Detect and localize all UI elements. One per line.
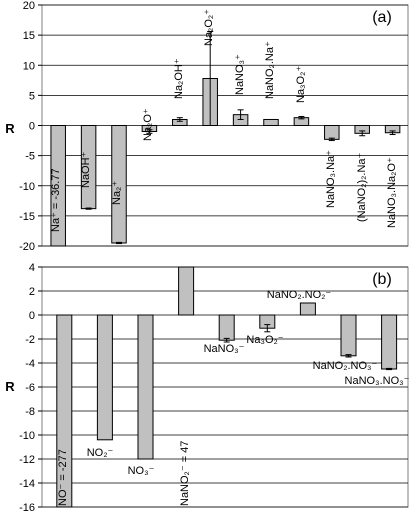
bar-label: Na₃O₂⁻	[246, 334, 283, 346]
panel-label: (a)	[372, 9, 392, 26]
bar-label: Na₂OH⁺	[173, 58, 185, 99]
bar-label: NO⁻ = -277	[57, 449, 69, 506]
y-tick-label: 5	[29, 90, 35, 102]
panel-label: (b)	[372, 271, 392, 288]
bar-label: NaNO₂.NO₃⁻	[313, 360, 378, 372]
bar	[324, 125, 340, 140]
bar-label: NaOH⁺	[80, 151, 92, 188]
bar-label: (NaNO₂)₂.Na⁺	[356, 152, 368, 222]
y-tick-label: 4	[29, 262, 35, 274]
y-tick-label: -10	[19, 181, 35, 193]
chart-panel: 20 15 10 5 0 -5 -10 -15 -20 Na⁺ = -36.77 NaOH⁺ Na₂⁺…	[5, 0, 409, 253]
y-tick-label: 20	[23, 0, 35, 12]
bar-label: NaNO₂.Na⁺	[264, 41, 276, 99]
y-tick-label: -10	[19, 430, 35, 442]
y-tick-label: -8	[25, 406, 35, 418]
bar	[218, 314, 235, 341]
bar-label: NaNO₃⁻	[204, 343, 245, 355]
bar-label: Na₂O₂⁺	[203, 9, 215, 46]
bar-label: Na₂O⁺	[142, 108, 154, 141]
y-tick-label: -14	[19, 478, 35, 490]
bar	[56, 314, 73, 508]
bar-label: Na⁺ = -36.77	[50, 168, 62, 232]
y-tick-label: -4	[25, 358, 35, 370]
y-tick-label: -6	[25, 382, 35, 394]
bar-label: NaNO₂.NO₂⁻	[267, 289, 332, 301]
bar-label: NaNO₃.NO₃⁻	[345, 375, 410, 387]
y-tick-label: 15	[23, 30, 35, 42]
y-tick-label: 0	[29, 121, 35, 133]
bar-label: NO₂⁻	[87, 447, 114, 459]
bar	[96, 314, 113, 441]
y-axis-label: R	[5, 379, 15, 394]
y-tick-label: -16	[19, 502, 35, 512]
bar	[137, 314, 154, 460]
bar-label: NaNO₃⁺	[234, 54, 246, 95]
chart-panel: 4 2 0 -2 -4 -6 -8 -10 -12 -14 -16 NO⁻ = -277 NO₂⁻ NO₃…	[5, 262, 409, 512]
y-tick-label: -12	[19, 454, 35, 466]
y-tick-label: 0	[29, 310, 35, 322]
bar-label: NaNO₂⁻ = 47	[179, 441, 191, 506]
y-tick-label: -20	[19, 241, 35, 253]
bar	[299, 302, 316, 316]
bar-label: Na₂⁺	[111, 181, 123, 205]
y-tick-label: -15	[19, 211, 35, 223]
bar-label: Na₃O₂⁺	[295, 66, 307, 103]
y-tick-label: -5	[25, 151, 35, 163]
bar-label: NaNO₃.Na₂O⁺	[386, 157, 398, 228]
y-tick-label: 10	[23, 60, 35, 72]
y-axis-label: R	[5, 121, 15, 136]
y-tick-label: -2	[25, 334, 35, 346]
bar	[50, 125, 66, 247]
bar	[178, 266, 195, 316]
y-tick-label: 2	[29, 286, 35, 298]
bar	[381, 314, 398, 370]
bar-label: NO₃⁻	[128, 465, 155, 477]
bar	[263, 118, 279, 126]
bar-label: NaNO₃.Na⁺	[325, 150, 337, 208]
bar	[340, 314, 357, 357]
